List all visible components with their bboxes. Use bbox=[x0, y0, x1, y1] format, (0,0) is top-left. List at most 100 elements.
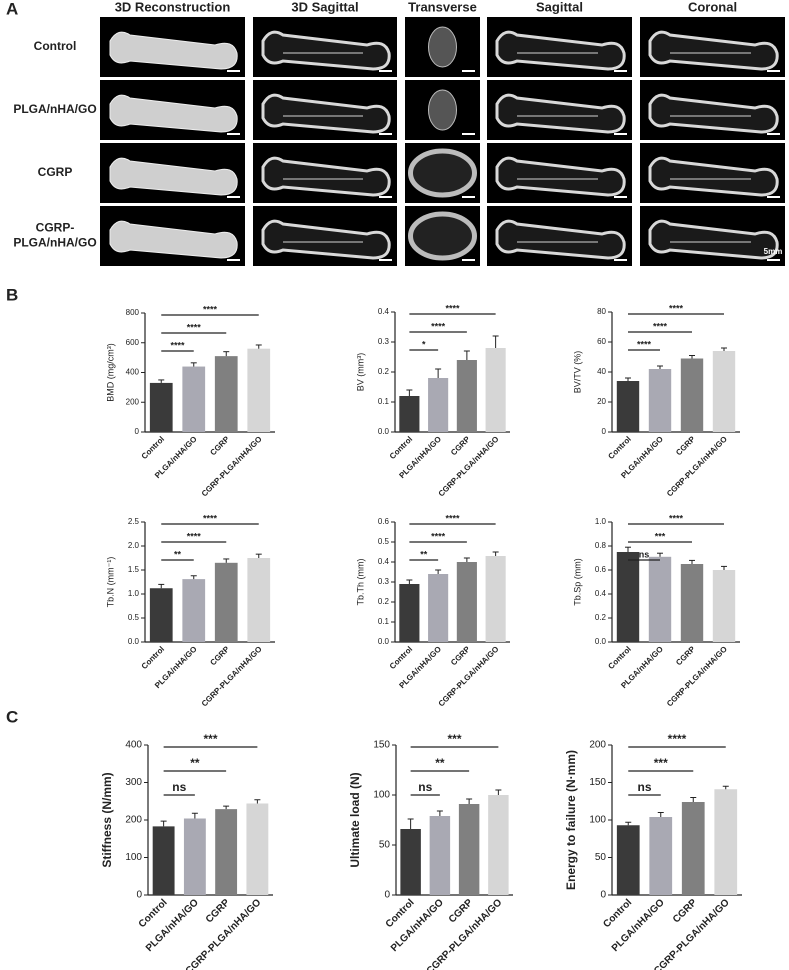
y-tick-label: 2.0 bbox=[128, 541, 140, 550]
bar bbox=[247, 348, 271, 432]
significance-label: *** bbox=[203, 732, 217, 746]
significance-label: ** bbox=[190, 756, 200, 770]
y-tick-label: 0.0 bbox=[595, 637, 607, 646]
bar bbox=[399, 396, 420, 432]
error-bar bbox=[255, 344, 262, 349]
significance-label: **** bbox=[187, 322, 202, 332]
error-bar bbox=[160, 820, 167, 827]
error-bar bbox=[436, 810, 443, 816]
bone bbox=[109, 157, 238, 196]
x-tick-label: Control bbox=[606, 645, 632, 671]
y-tick-label: 100 bbox=[589, 815, 606, 826]
x-tick-label: Control bbox=[140, 645, 166, 671]
y-tick-label: 0.1 bbox=[378, 397, 390, 406]
x-tick-label: CGRP bbox=[674, 434, 697, 457]
y-tick-label: 0.0 bbox=[378, 637, 390, 646]
x-tick-label: CGRP bbox=[208, 644, 231, 667]
x-tick-label: CGRP bbox=[449, 434, 472, 457]
y-tick-label: 200 bbox=[589, 740, 606, 751]
y-tick-label: 0.0 bbox=[378, 427, 390, 436]
y-tick-label: 100 bbox=[125, 852, 142, 863]
y-tick-label: 0.5 bbox=[128, 613, 140, 622]
bar bbox=[429, 816, 451, 895]
error-bar bbox=[158, 583, 165, 589]
row-label: Control bbox=[34, 39, 77, 53]
bone bbox=[495, 156, 626, 197]
significance-label: ns bbox=[172, 780, 186, 794]
error-bar bbox=[722, 785, 729, 790]
x-tick-label: CGRP-PLGA/nHA/GO bbox=[437, 435, 501, 499]
y-tick-label: 1.0 bbox=[128, 589, 140, 598]
y-tick-label: 0.8 bbox=[595, 541, 607, 550]
error-bar bbox=[625, 377, 631, 381]
error-bar bbox=[721, 347, 727, 351]
significance-label: ** bbox=[420, 549, 428, 559]
y-axis-title: BMD (mg/cm³) bbox=[105, 343, 115, 402]
y-axis-title: Tb.N (mm⁻¹) bbox=[105, 557, 115, 608]
y-tick-label: 2.5 bbox=[128, 517, 140, 526]
x-tick-label: Control bbox=[140, 435, 166, 461]
bar bbox=[648, 556, 672, 642]
bar bbox=[149, 382, 173, 432]
bar bbox=[399, 584, 420, 642]
error-bar bbox=[495, 789, 502, 795]
y-tick-label: 20 bbox=[597, 397, 606, 406]
panel-label: C bbox=[6, 707, 18, 726]
significance-label: *** bbox=[447, 732, 461, 746]
bone bbox=[261, 219, 391, 260]
bone-section bbox=[408, 148, 477, 198]
significance-label: **** bbox=[203, 304, 218, 314]
y-tick-label: 0.5 bbox=[378, 537, 390, 546]
y-tick-label: 800 bbox=[126, 308, 140, 317]
bone bbox=[648, 156, 779, 197]
significance-label: **** bbox=[187, 531, 202, 541]
error-bar bbox=[657, 552, 663, 557]
bone bbox=[261, 30, 391, 71]
y-tick-label: 0.2 bbox=[378, 367, 390, 376]
y-axis-title: Tb.Th (mm) bbox=[355, 559, 365, 606]
y-tick-label: 400 bbox=[126, 368, 140, 377]
x-tick-label: CGRP-PLGA/nHA/GO bbox=[437, 645, 501, 709]
y-axis-title: BV/TV (%) bbox=[572, 351, 582, 394]
x-tick-label: CGRP bbox=[208, 434, 231, 457]
row-label: PLGA/nHA/GO bbox=[13, 102, 96, 116]
error-bar bbox=[435, 368, 442, 378]
bone bbox=[648, 219, 779, 260]
significance-label: **** bbox=[203, 513, 218, 523]
x-tick-label: CGRP-PLGA/nHA/GO bbox=[200, 645, 264, 709]
x-tick-label: CGRP bbox=[671, 897, 699, 925]
error-bar bbox=[255, 553, 262, 558]
y-tick-label: 60 bbox=[597, 337, 606, 346]
error-bar bbox=[254, 799, 261, 804]
error-bar bbox=[158, 379, 165, 383]
y-tick-label: 300 bbox=[125, 777, 142, 788]
bone bbox=[261, 156, 391, 197]
significance-label: *** bbox=[655, 531, 666, 541]
row-label: CGRP bbox=[38, 165, 73, 179]
bar bbox=[714, 789, 738, 895]
bone bbox=[109, 220, 238, 259]
error-bar bbox=[190, 362, 197, 367]
error-bar bbox=[463, 557, 470, 562]
error-bar bbox=[625, 546, 631, 552]
x-tick-label: CGRP bbox=[449, 644, 472, 667]
y-tick-label: 150 bbox=[589, 777, 606, 788]
significance-label: **** bbox=[431, 531, 446, 541]
bar bbox=[428, 378, 449, 432]
error-bar bbox=[492, 551, 499, 556]
x-tick-label: CGRP-PLGA/nHA/GO bbox=[665, 435, 729, 499]
row-label: PLGA/nHA/GO bbox=[13, 236, 96, 250]
column-header: 3D Sagittal bbox=[291, 0, 358, 14]
y-axis-title: BV (mm³) bbox=[355, 353, 365, 392]
error-bar bbox=[657, 365, 663, 369]
x-tick-label: CGRP-PLGA/nHA/GO bbox=[665, 645, 729, 709]
y-tick-label: 200 bbox=[125, 815, 142, 826]
bar bbox=[680, 358, 704, 432]
bar bbox=[488, 795, 509, 895]
bar bbox=[616, 381, 640, 432]
error-bar bbox=[721, 565, 727, 570]
scale-bar-label: 5mm bbox=[764, 247, 783, 256]
error-bar bbox=[466, 798, 473, 804]
x-tick-label: Control bbox=[388, 645, 414, 671]
bone-section bbox=[408, 211, 477, 261]
